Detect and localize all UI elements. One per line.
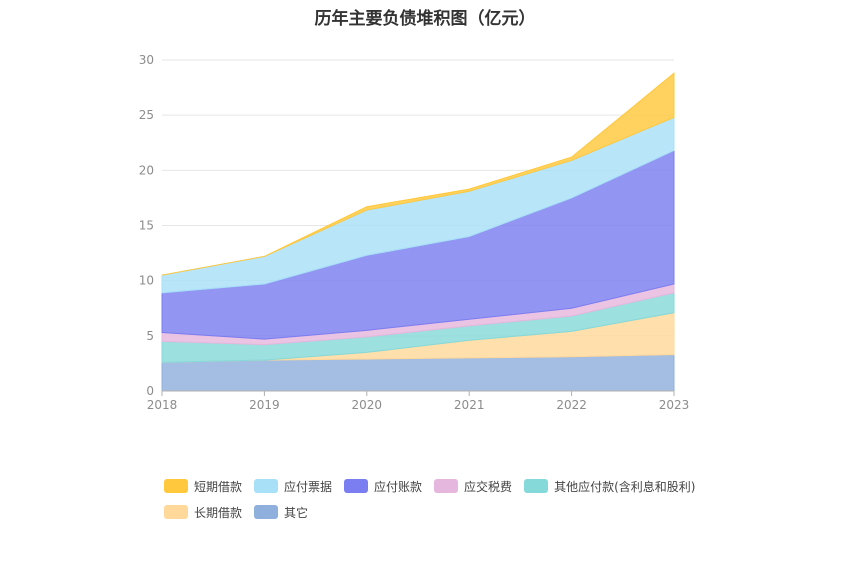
- x-tick-label: 2018: [147, 398, 178, 412]
- legend-swatch: [254, 505, 279, 519]
- x-tick-label: 2019: [249, 398, 280, 412]
- legend-label: 其他应付款(含利息和股利): [554, 479, 696, 494]
- x-tick-label: 2023: [659, 398, 690, 412]
- area-series-6: [161, 72, 675, 276]
- y-tick-label: 15: [139, 219, 154, 233]
- legend-label: 应付账款: [374, 479, 423, 494]
- chart-title: 历年主要负债堆积图（亿元）: [314, 9, 536, 29]
- legend-item[interactable]: 长期借款: [164, 504, 242, 521]
- y-tick-label: 5: [146, 329, 154, 343]
- legend-label: 应交税费: [464, 479, 513, 494]
- legend-swatch: [164, 479, 188, 493]
- legend-label: 应付票据: [284, 479, 333, 494]
- legend-item[interactable]: 应付账款: [344, 478, 422, 495]
- legend-row: 短期借款 应付票据 应付账款 应交税费 其他应付款(含利息和股利): [164, 477, 724, 495]
- legend-item[interactable]: 应付票据: [254, 478, 332, 495]
- y-tick-label: 0: [146, 384, 154, 398]
- stacked-areas: [161, 72, 675, 392]
- legend-item[interactable]: 应交税费: [434, 478, 512, 495]
- legend-row: 长期借款 其它: [164, 503, 724, 521]
- legend-item[interactable]: 其他应付款(含利息和股利): [524, 478, 695, 495]
- legend-item[interactable]: 短期借款: [164, 478, 242, 495]
- legend-swatch: [254, 479, 279, 493]
- legend-label: 短期借款: [194, 479, 243, 494]
- x-tick-label: 2022: [556, 398, 587, 412]
- legend-swatch: [434, 479, 459, 493]
- legend-swatch: [164, 505, 188, 519]
- legend-label: 长期借款: [194, 505, 243, 520]
- x-tick-label: 2020: [352, 398, 383, 412]
- x-tick-label: 2021: [454, 398, 485, 412]
- y-tick-label: 10: [139, 274, 154, 288]
- legend-label: 其它: [284, 505, 309, 520]
- y-tick-label: 30: [139, 53, 154, 67]
- y-tick-label: 20: [139, 163, 154, 177]
- chart-legend: 短期借款 应付票据 应付账款 应交税费 其他应付款(含利息和股利) 长期借款 其它: [164, 477, 724, 529]
- y-tick-label: 25: [139, 108, 154, 122]
- legend-item[interactable]: 其它: [254, 504, 308, 521]
- axes: 0 5 10 15 20 25 30 2018 2019 2020 2021 2022 2023: [139, 53, 690, 412]
- legend-swatch: [344, 479, 369, 493]
- legend-swatch: [524, 479, 549, 493]
